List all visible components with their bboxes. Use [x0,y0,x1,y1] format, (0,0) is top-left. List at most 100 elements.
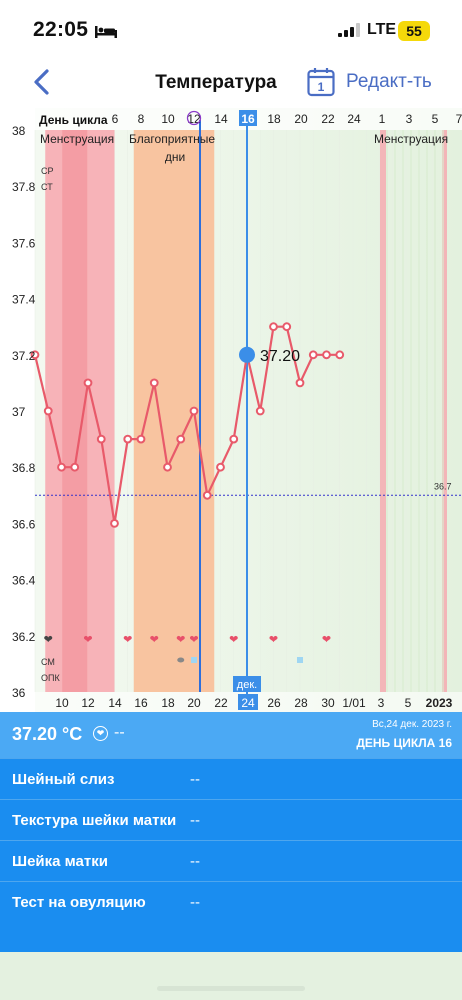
temperature-point[interactable] [136,434,146,444]
temperature-point[interactable] [123,434,133,444]
row-label: Текстура шейки матки [12,812,177,829]
y-tick-label: 37.2 [12,349,36,363]
row-value: -- [190,853,200,870]
edit-button[interactable]: Редакт-ть [346,71,432,92]
header: Температура 1 Редакт-ть [0,58,462,108]
temperature-point[interactable] [216,462,225,472]
temperature-point[interactable] [163,462,172,472]
chevron-left-icon[interactable] [30,68,54,96]
y-tick-label: 36.2 [12,630,36,644]
zone-label-menstruation: Менструация [40,132,114,146]
temperature-point[interactable] [295,378,305,388]
signal-bars-icon [338,23,360,37]
date-tick: 16 [134,696,148,710]
selected-date-badge[interactable] [238,694,258,710]
temperature-point[interactable] [269,322,278,332]
selected-date: Вс,24 дек. 2023 г. [372,719,452,730]
date-tick: 5 [405,696,412,710]
temperature-point[interactable] [83,378,93,388]
cm-marker-icon [177,657,185,663]
cycle-day-tick: 1 [379,112,386,126]
date-tick: 26 [267,696,281,710]
battery-indicator: 55 [398,21,430,41]
day-summary-bar[interactable]: 37.20 °C ❤ -- Вс,24 дек. 2023 г. ДЕНЬ ЦИ… [0,712,462,758]
date-tick: 30 [321,696,335,710]
next-menstruation-stripe [442,130,447,692]
row-value: -- [190,894,200,911]
temperature-point[interactable] [176,434,186,444]
ovulation-marker-icon [186,110,202,126]
temperature-point[interactable] [43,406,53,416]
calendar-icon[interactable]: 1 [307,67,335,97]
heart-icon: ❤ [83,634,92,646]
cm-marker-icon [297,657,303,663]
row-cervical-mucus[interactable]: Шейный слиз -- [0,758,462,799]
cycle-day-tick: 8 [138,112,145,126]
date-tick: 10 [55,696,69,710]
temperature-point[interactable] [189,406,199,416]
y-tick-label: 36.8 [12,461,36,475]
cycle-day-tick: 20 [294,112,308,126]
temperature-point[interactable] [70,462,80,472]
cycle-day-tick: 12 [187,112,201,126]
cycle-day-tick: 14 [214,112,228,126]
row-cervix[interactable]: Шейка матки -- [0,840,462,881]
selected-day-badge[interactable] [239,110,257,126]
zone-label-fertile-cont: дни [165,150,185,164]
page-title: Температура [155,72,277,93]
date-tick: 20 [187,696,201,710]
zone-label-fertile: Благоприятные [129,132,215,146]
heart-icon: ❤ [176,634,185,646]
carrier-label: LTE [367,21,397,38]
next-cycle-band [442,130,444,692]
heart-icon: ❤ [229,634,238,646]
selected-temperature-point[interactable] [239,346,255,363]
coverline-label: 36.7 [434,481,452,491]
date-tick: 3 [378,696,385,710]
row-ovulation-test[interactable]: Тест на овуляцию -- [0,881,462,922]
status-bar: 22:05 LTE 55 [0,0,462,58]
y-tick-label: 36 [12,686,26,700]
heart-icon: ❤ [44,634,53,646]
cycle-day-tick: 16 [241,112,255,126]
home-indicator [157,986,305,991]
cycle-day-tick: 18 [267,112,281,126]
temperature-extra: -- [114,724,125,741]
temperature-point[interactable] [149,378,159,388]
temperature-point[interactable] [30,350,40,360]
date-tick: 24 [241,696,255,710]
next-cycle-band [394,130,396,692]
temperature-point[interactable] [202,490,212,500]
temperature-point[interactable] [282,322,292,332]
bottom-strip [0,952,462,1000]
y-tick-label: 37.8 [12,180,36,194]
temperature-point[interactable] [229,434,239,444]
temperature-point[interactable] [335,350,345,360]
temperature-point[interactable] [308,350,318,360]
temperature-point[interactable] [110,519,119,528]
temperature-chart-svg[interactable]: ❤ ❤ ❤ ❤ ❤ ❤ ❤ ❤ ❤ 3636.236.436.636.83737.237.437… [0,108,462,712]
temperature-chart[interactable]: ❤ ❤ ❤ ❤ ❤ ❤ ❤ ❤ ❤ 36 36.2 36.4 36.6 36.8 37 37.2 37.4 37… [0,108,462,712]
next-cycle-band [426,130,428,692]
temperature-point[interactable] [322,350,331,360]
heart-icon: ❤ [322,634,331,646]
temperature-point[interactable] [255,406,265,416]
row-value: -- [190,812,200,829]
footer-row-bg [0,692,462,712]
month-label: дек. [237,679,257,691]
row-label-cp: СР [41,166,54,176]
cycle-day-tick: 7 [456,112,462,126]
temperature-point[interactable] [57,462,66,472]
bed-icon [95,26,117,38]
cycle-day-tick: 22 [321,112,335,126]
next-menstruation-stripe [380,130,386,692]
y-tick-label: 37.4 [12,293,36,307]
date-tick: 22 [214,696,228,710]
cycle-day-tick: 24 [347,112,361,126]
temperature-point[interactable] [96,434,106,444]
header-row-bg [0,108,462,130]
row-cervix-texture[interactable]: Текстура шейки матки -- [0,799,462,840]
next-cycle-band [418,130,420,692]
month-badge [233,676,261,692]
row-label-cm: СМ [41,657,55,667]
